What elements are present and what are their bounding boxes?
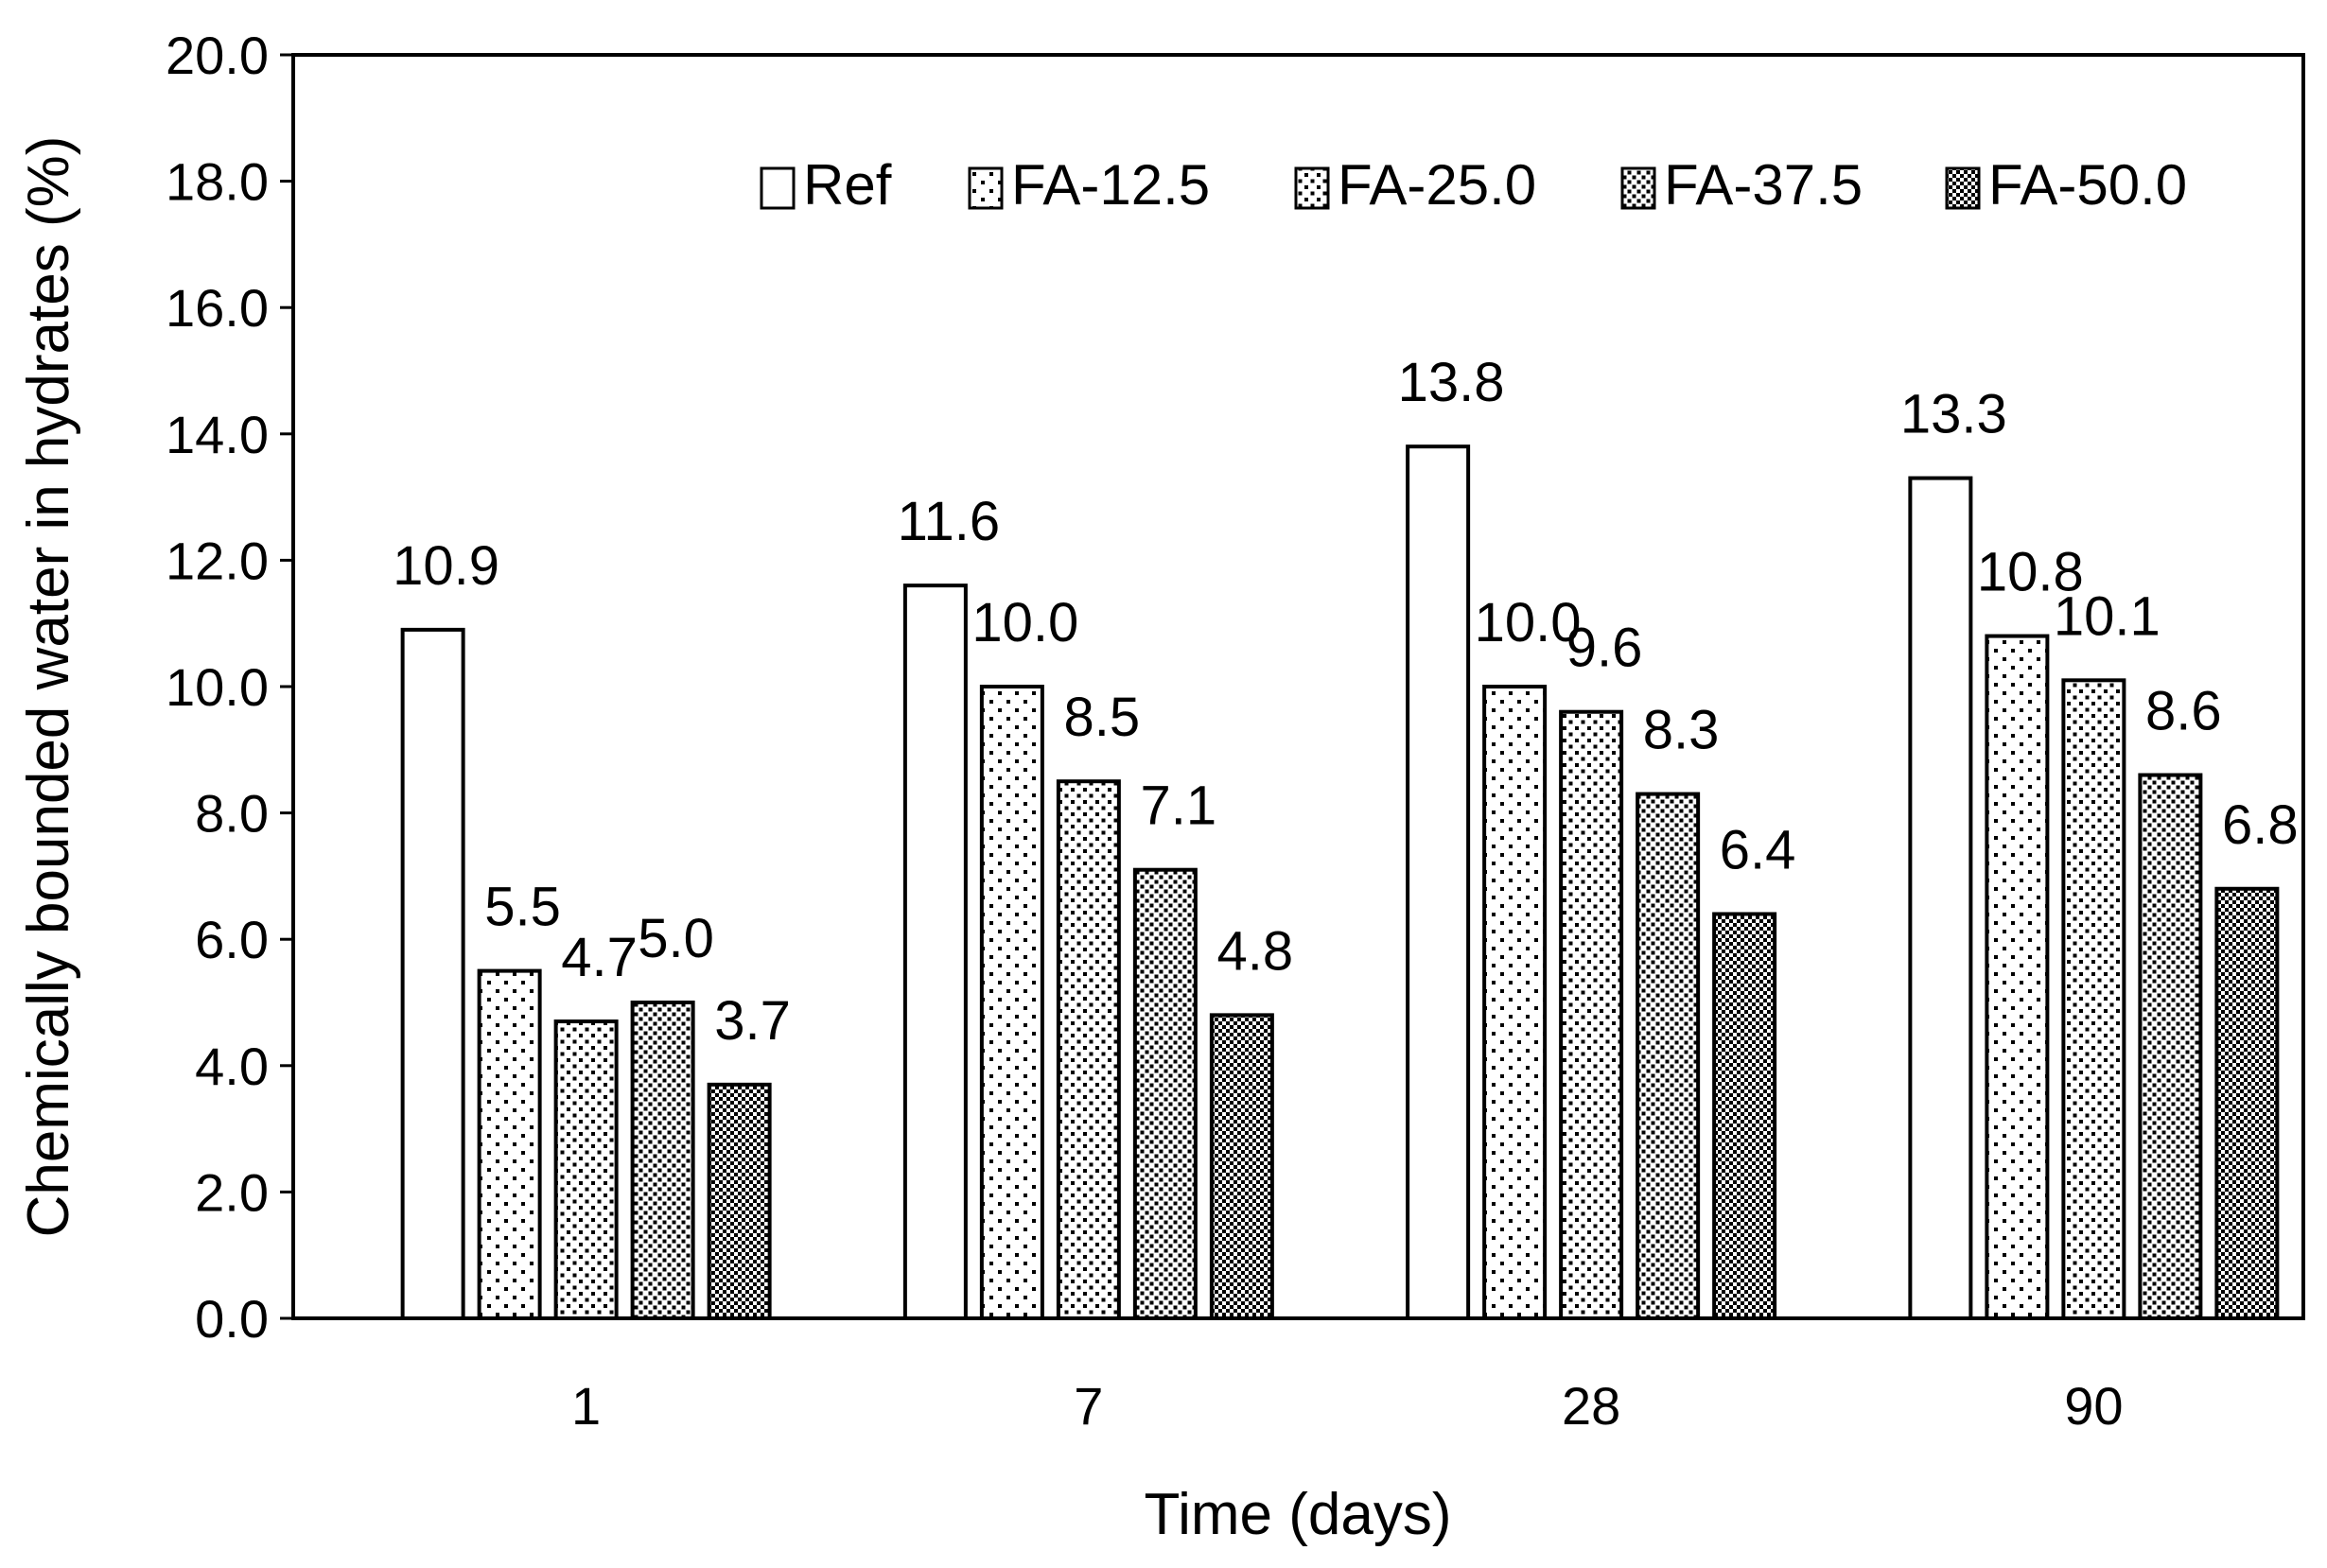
y-tick-label: 4.0 [195,1037,269,1096]
y-axis: 0.0 2.0 4.0 6.0 8.0 10.0 12.0 14.0 16.0 18.0 20.0 [166,26,293,1349]
bar-fa-25-0-day-7 [1056,779,1121,1320]
bar-fa-12-5-day-28 [1482,685,1548,1320]
y-tick-label: 14.0 [166,405,269,464]
legend-label: Ref [803,153,892,217]
data-label: 7.1 [1141,775,1217,837]
y-axis-title: Chemically bounded water in hydrates (%) [16,136,81,1238]
data-label: 10.8 [1977,542,2084,603]
data-label: 4.8 [1217,920,1294,982]
bar-fa-50-0-day-28 [1712,912,1777,1320]
y-tick-label: 2.0 [195,1162,269,1222]
bar-fa-37-5-day-28 [1636,792,1701,1320]
data-label: 10.0 [971,592,1078,653]
x-tick-label: 7 [1074,1376,1103,1436]
y-tick-label: 10.0 [166,657,269,717]
y-tick-label: 6.0 [195,910,269,969]
x-tick-label: 28 [1562,1376,1620,1436]
data-label: 8.6 [2145,681,2222,742]
x-tick-label: 1 [571,1376,601,1436]
data-label: 5.5 [484,877,561,938]
legend-swatch [1294,166,1330,210]
y-tick-label: 20.0 [166,26,269,85]
data-label: 10.9 [393,535,499,597]
data-label: 11.6 [898,491,1001,552]
x-axis-title: Time (days) [1145,1482,1452,1547]
data-label: 3.7 [714,990,791,1052]
bar-ref-day-90 [1908,476,1973,1320]
legend-label: FA-37.5 [1664,153,1863,217]
bar-fa-12-5-day-7 [979,685,1044,1320]
bar-fa-25-0-day-28 [1559,709,1624,1320]
legend-item: FA-25.0 [1294,153,1536,217]
legend-label: FA-50.0 [1988,153,2187,217]
legend-swatch [1945,166,1981,210]
bar-fa-37-5-day-1 [630,1001,695,1320]
data-label: 13.8 [1398,352,1505,413]
bar-fa-25-0-day-90 [2061,678,2126,1320]
bar-ref-day-7 [902,584,968,1320]
data-label: 8.3 [1643,700,1720,761]
bar-fa-25-0-day-1 [553,1019,619,1321]
data-label: 4.7 [561,927,638,988]
data-label: 10.1 [2054,585,2161,647]
legend-label: FA-12.5 [1011,153,1210,217]
legend-swatch [968,166,1004,210]
legend-item: Ref [760,153,892,217]
bar-fa-37-5-day-7 [1132,867,1198,1320]
y-tick-label: 8.0 [195,784,269,844]
legend-swatch [760,166,796,210]
legend-item: FA-50.0 [1945,153,2187,217]
bar-fa-12-5-day-1 [477,968,542,1320]
data-label: 13.3 [1900,384,2007,445]
legend-label: FA-25.0 [1338,153,1536,217]
bar-fa-50-0-day-1 [707,1082,772,1320]
data-labels-group: 10.9 5.54.7 5.03.7 11.6 10.0 8.57.1 4.8 13.8 10.… [393,352,2299,1052]
y-tick-label: 16.0 [166,278,269,338]
legend: Ref FA-12.5 FA-25.0 FA-37.5 FA-50.0 [760,153,2187,217]
bar-fa-50-0-day-7 [1209,1013,1274,1320]
legend-swatch [1620,166,1656,210]
x-tick-label: 90 [2064,1376,2123,1436]
bar-fa-50-0-day-90 [2214,886,2280,1320]
data-label: 8.5 [1064,687,1141,748]
bar-series-group [400,444,2280,1321]
y-tick-label: 0.0 [195,1289,269,1349]
data-label: 5.0 [638,908,714,969]
legend-item: FA-37.5 [1620,153,1863,217]
bar-fa-37-5-day-90 [2138,773,2203,1320]
bar-fa-12-5-day-90 [1985,634,2050,1320]
y-tick-label: 12.0 [166,531,269,590]
legend-item: FA-12.5 [968,153,1210,217]
bar-ref-day-1 [400,627,465,1320]
data-label: 9.6 [1566,618,1643,679]
y-tick-label: 18.0 [166,152,269,212]
data-label: 6.8 [2222,794,2299,856]
data-label: 10.0 [1475,592,1582,653]
bar-ref-day-28 [1406,444,1471,1321]
data-label: 6.4 [1720,819,1796,880]
x-axis: 1 7 28 90 [571,1376,2123,1436]
